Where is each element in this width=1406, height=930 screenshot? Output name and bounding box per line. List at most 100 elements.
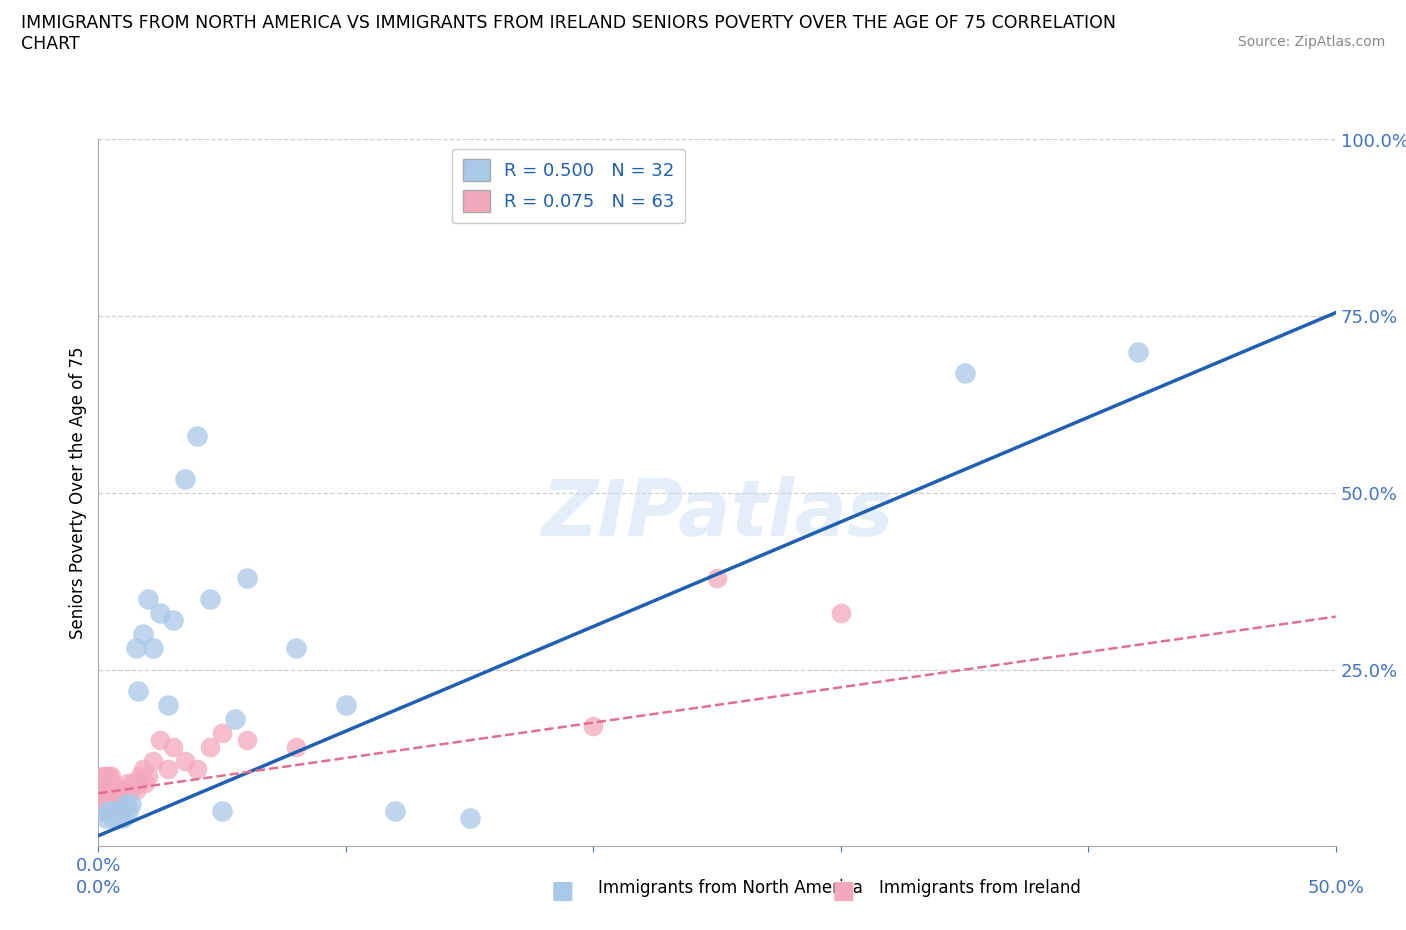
Text: 50.0%: 50.0% xyxy=(1308,879,1364,897)
Point xyxy=(107,796,129,811)
Point xyxy=(97,804,120,818)
Text: CHART: CHART xyxy=(21,35,80,53)
Point xyxy=(142,754,165,769)
Point xyxy=(90,776,112,790)
Point xyxy=(107,782,129,797)
Point xyxy=(162,613,184,628)
Point xyxy=(830,605,852,620)
Point xyxy=(103,790,125,804)
Point xyxy=(132,761,155,776)
Point xyxy=(90,796,112,811)
Point xyxy=(112,811,135,826)
Point xyxy=(93,768,115,783)
Point xyxy=(100,768,122,783)
Point xyxy=(93,790,115,804)
Point xyxy=(100,804,122,818)
Point xyxy=(120,796,142,811)
Point xyxy=(110,804,132,818)
Point xyxy=(1126,344,1149,359)
Point xyxy=(103,796,125,811)
Text: ■: ■ xyxy=(551,879,574,903)
Point xyxy=(97,768,120,783)
Point xyxy=(93,782,115,797)
Point xyxy=(211,725,233,740)
Point xyxy=(122,776,145,790)
Point xyxy=(127,776,149,790)
Point xyxy=(110,804,132,818)
Point xyxy=(117,776,139,790)
Text: ■: ■ xyxy=(832,879,855,903)
Point xyxy=(953,365,976,380)
Point xyxy=(90,790,112,804)
Point xyxy=(97,804,120,818)
Point xyxy=(142,641,165,656)
Point xyxy=(94,811,117,826)
Point xyxy=(107,811,129,826)
Point xyxy=(104,782,127,797)
Point xyxy=(186,761,208,776)
Point xyxy=(94,782,117,797)
Point xyxy=(198,740,221,755)
Point xyxy=(582,167,605,182)
Text: Source: ZipAtlas.com: Source: ZipAtlas.com xyxy=(1237,35,1385,49)
Point xyxy=(100,782,122,797)
Point xyxy=(93,804,115,818)
Point xyxy=(149,605,172,620)
Point xyxy=(90,782,112,797)
Point xyxy=(156,761,179,776)
Point xyxy=(162,740,184,755)
Point xyxy=(103,804,125,818)
Point xyxy=(174,472,197,486)
Point xyxy=(117,804,139,818)
Point xyxy=(107,804,129,818)
Text: IMMIGRANTS FROM NORTH AMERICA VS IMMIGRANTS FROM IRELAND SENIORS POVERTY OVER TH: IMMIGRANTS FROM NORTH AMERICA VS IMMIGRA… xyxy=(21,14,1116,32)
Point xyxy=(285,641,308,656)
Point xyxy=(103,776,125,790)
Legend: R = 0.500   N = 32, R = 0.075   N = 63: R = 0.500 N = 32, R = 0.075 N = 63 xyxy=(451,149,685,223)
Point xyxy=(335,698,357,712)
Point xyxy=(97,790,120,804)
Point xyxy=(582,719,605,734)
Point xyxy=(110,790,132,804)
Text: Immigrants from Ireland: Immigrants from Ireland xyxy=(879,879,1081,897)
Point xyxy=(211,804,233,818)
Point xyxy=(103,811,125,826)
Point xyxy=(124,641,146,656)
Point xyxy=(94,790,117,804)
Point xyxy=(94,768,117,783)
Point xyxy=(124,782,146,797)
Point xyxy=(129,768,152,783)
Point xyxy=(100,796,122,811)
Point xyxy=(114,796,136,811)
Point xyxy=(93,796,115,811)
Point xyxy=(104,804,127,818)
Point xyxy=(198,591,221,606)
Point xyxy=(97,796,120,811)
Point xyxy=(104,804,127,818)
Point xyxy=(94,796,117,811)
Point xyxy=(97,782,120,797)
Text: ZIPatlas: ZIPatlas xyxy=(541,476,893,552)
Point xyxy=(94,776,117,790)
Text: 0.0%: 0.0% xyxy=(76,879,121,897)
Point xyxy=(236,733,259,748)
Point xyxy=(136,591,159,606)
Point xyxy=(112,782,135,797)
Point xyxy=(100,790,122,804)
Point xyxy=(136,768,159,783)
Point xyxy=(134,776,156,790)
Point xyxy=(127,684,149,698)
Point xyxy=(236,570,259,585)
Point xyxy=(104,796,127,811)
Point xyxy=(224,711,246,726)
Point xyxy=(384,804,406,818)
Point xyxy=(114,790,136,804)
Point xyxy=(104,790,127,804)
Point xyxy=(458,811,481,826)
Text: Immigrants from North America: Immigrants from North America xyxy=(598,879,862,897)
Point xyxy=(285,740,308,755)
Point xyxy=(174,754,197,769)
Point xyxy=(94,804,117,818)
Point xyxy=(132,627,155,642)
Point xyxy=(149,733,172,748)
